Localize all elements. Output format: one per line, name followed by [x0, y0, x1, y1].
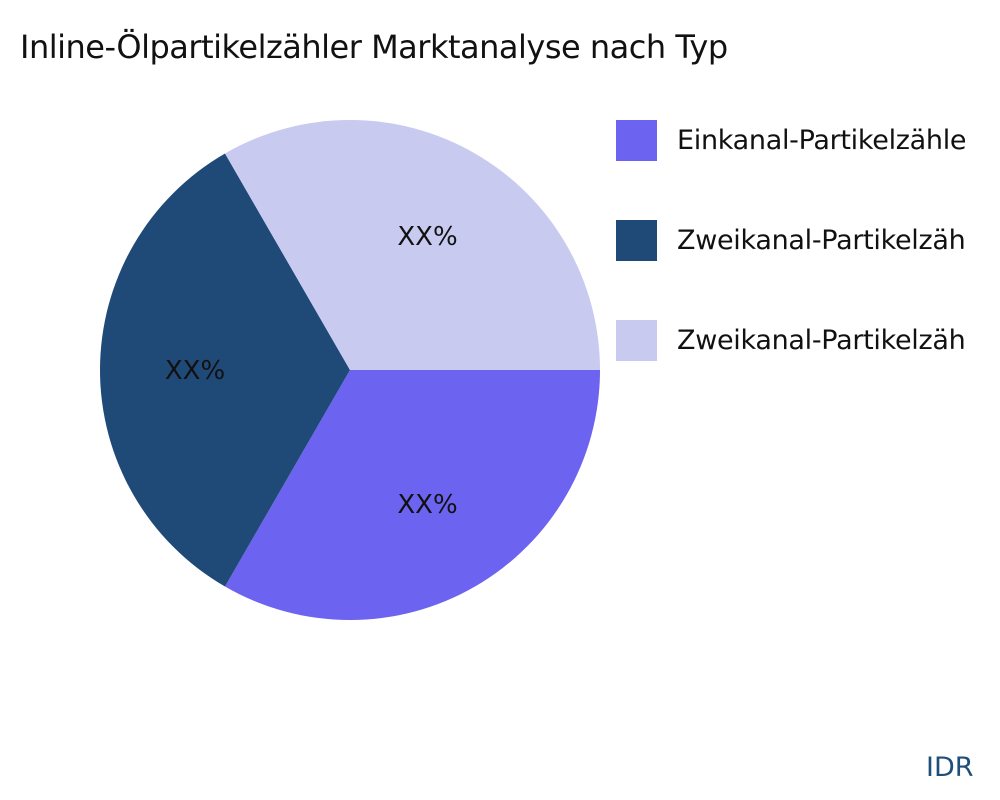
- pie-slice[interactable]: [225, 370, 600, 620]
- watermark-logo: IDR: [926, 752, 974, 783]
- slice-data-label: XX%: [165, 356, 225, 386]
- legend-swatch: [616, 319, 657, 361]
- legend-item[interactable]: Zweikanal-Partikelzäh: [616, 319, 966, 361]
- legend-swatch: [616, 119, 657, 161]
- legend-item[interactable]: Zweikanal-Partikelzäh: [616, 219, 966, 261]
- legend-label: Zweikanal-Partikelzäh: [677, 324, 966, 356]
- pie-slice[interactable]: [225, 119, 600, 370]
- legend-item[interactable]: Einkanal-Partikelzähle: [616, 119, 967, 161]
- chart-title: Inline-Ölpartikelzähler Marktanalyse nac…: [20, 28, 728, 66]
- legend-swatch: [616, 219, 657, 261]
- slice-data-label: XX%: [397, 222, 457, 252]
- legend-label: Zweikanal-Partikelzäh: [677, 224, 966, 256]
- slice-data-label: XX%: [397, 490, 457, 520]
- legend-label: Einkanal-Partikelzähle: [677, 124, 967, 156]
